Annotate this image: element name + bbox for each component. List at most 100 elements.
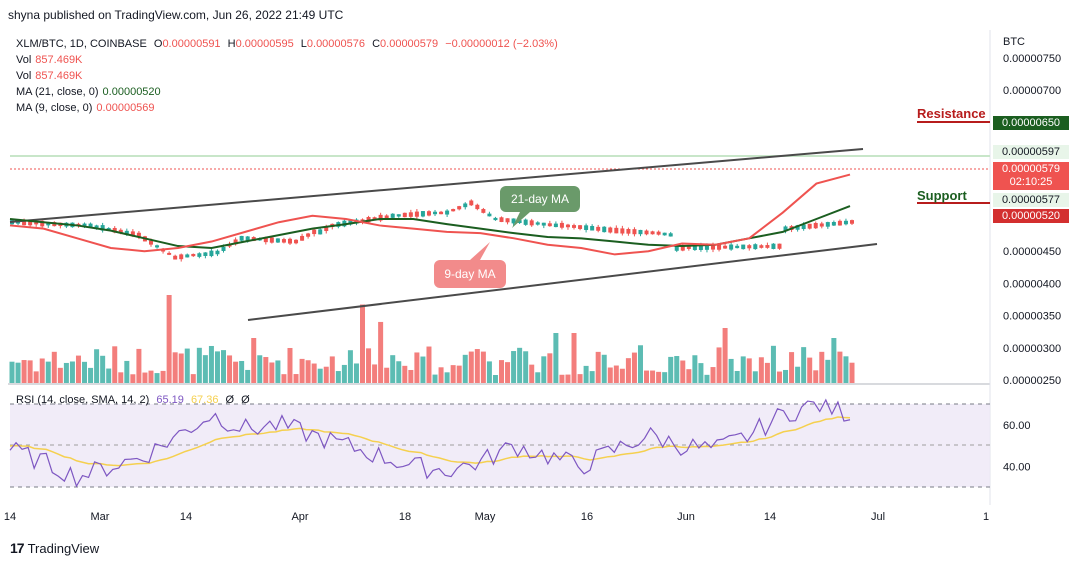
volume-bar (408, 369, 414, 383)
symbol-label[interactable]: XLM/BTC, 1D, COINBASE (16, 38, 147, 50)
volume-bar (607, 367, 613, 383)
volume-bar (758, 357, 764, 383)
published-line: shyna published on TradingView.com, Jun … (8, 8, 344, 22)
volume-bar (251, 338, 257, 383)
volume-bar (275, 360, 281, 383)
volume-bar (208, 345, 214, 383)
volume-bar (245, 369, 251, 383)
ma9-row[interactable]: MA (9, close, 0) 0.00000569 (16, 102, 155, 114)
candle-body (475, 204, 480, 210)
volume-bar (136, 348, 142, 383)
main-legend: XLM/BTC, 1D, COINBASE O0.00000591 H0.000… (16, 36, 562, 116)
volume-bar (293, 374, 299, 383)
candle-body (638, 229, 643, 235)
candle-body (179, 254, 184, 260)
volume-bar (783, 369, 789, 383)
volume-bar (372, 364, 378, 383)
candle-body (118, 229, 123, 234)
tradingview-logo-icon[interactable]: 17 (10, 540, 25, 556)
change-value: −0.00000012 (−2.03%) (445, 38, 558, 50)
candle-body (324, 226, 329, 232)
price-tick-label: 0.00000750 (1003, 53, 1061, 65)
candle-body (245, 236, 250, 241)
volume-bar (214, 351, 220, 383)
volume-bar (263, 357, 269, 383)
volume-bar (94, 349, 100, 383)
candle-body (632, 229, 637, 235)
volume-bar (160, 370, 166, 383)
volume-bar (347, 350, 353, 383)
ma21-row[interactable]: MA (21, close, 0) 0.00000520 (16, 86, 161, 98)
volume-bar (390, 355, 396, 383)
low-value: 0.00000576 (306, 38, 366, 50)
volume-bar (51, 351, 57, 383)
vol-row-2[interactable]: Vol 857.469K (16, 70, 83, 82)
volume-bar (269, 362, 275, 383)
volume-bar (486, 361, 492, 383)
volume-bar (178, 353, 184, 383)
volume-bar (196, 347, 202, 383)
ma9-callout: 9-day MA (434, 242, 506, 288)
volume-bar (644, 370, 650, 383)
volume-bar (166, 295, 172, 383)
candle-body (239, 235, 244, 241)
volume-bar (227, 355, 233, 383)
countdown-value: 02:10:25 (1009, 176, 1053, 188)
candle-body (578, 225, 583, 229)
ma21-callout-text: 21-day MA (511, 192, 569, 206)
candle-body (469, 200, 474, 206)
candle-body (275, 238, 280, 243)
candle-body (783, 226, 788, 231)
candle-body (463, 203, 468, 208)
footer: 17 TradingView (10, 540, 99, 556)
candle-body (650, 231, 655, 235)
rsi-legend[interactable]: RSI (14, close, SMA, 14, 2) 65.19 67.36 … (16, 394, 250, 406)
volume-bar (402, 365, 408, 383)
volume-bar (843, 356, 849, 383)
x-tick-label: Jul (871, 511, 885, 523)
volume-bar (426, 346, 432, 383)
volume-bar (287, 347, 293, 383)
candle-body (155, 245, 160, 248)
support-label: Support (917, 188, 967, 203)
high-value: 0.00000595 (235, 38, 294, 50)
candle-body (312, 229, 317, 235)
candle-body (300, 235, 305, 241)
volume-bar (329, 356, 335, 383)
volume-bar (9, 361, 15, 383)
volume-bar (698, 363, 704, 383)
volume-bar (33, 371, 39, 383)
candle-body (729, 244, 734, 250)
candle-body (771, 243, 776, 249)
volume-bar (801, 347, 807, 383)
vol-row-1[interactable]: Vol 857.469K (16, 54, 83, 66)
candle-body (692, 245, 697, 251)
last-price-box: 0.00000579 02:10:25 (993, 162, 1069, 190)
candle-body (94, 225, 99, 228)
volume-bar (511, 351, 517, 383)
volume-bar (190, 374, 196, 383)
volume-bar (710, 367, 716, 383)
ma9-line (9, 173, 851, 256)
volume-bar (740, 356, 746, 383)
volume-bar (849, 362, 855, 383)
candle-body (759, 245, 764, 248)
candle-body (499, 217, 504, 223)
volume-bar (559, 374, 565, 383)
candle-body (741, 244, 746, 250)
rsi-label: RSI (14, close, SMA, 14, 2) (16, 394, 150, 406)
volume-bar (535, 372, 541, 383)
volume-bar (172, 352, 178, 383)
open-value: 0.00000591 (162, 38, 221, 50)
candle-body (269, 237, 274, 243)
volume-bar (148, 370, 154, 383)
price-tick-label: 0.00000450 (1003, 246, 1061, 258)
volume-bar (571, 333, 577, 383)
brand-name[interactable]: TradingView (27, 540, 100, 556)
volume-bar (686, 369, 692, 383)
candle-body (831, 221, 836, 226)
volume-bar (432, 374, 438, 383)
candle-body (850, 220, 854, 224)
volume-bar (625, 358, 631, 383)
